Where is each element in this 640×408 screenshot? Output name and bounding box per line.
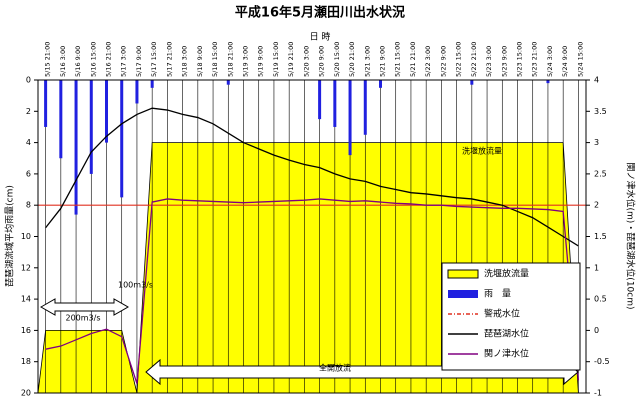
x-tick-label: 5/22 15:00 — [455, 42, 463, 77]
x-tick-label: 5/19 15:00 — [272, 42, 280, 77]
y2-tick-label: -0.5 — [594, 357, 610, 366]
x-tick-label: 5/22 9:00 — [439, 46, 447, 77]
rain-bar — [333, 80, 337, 127]
y2-tick-label: 1 — [594, 263, 599, 272]
x-tick-label: 5/23 3:00 — [485, 46, 493, 77]
y2-tick-label: 2 — [594, 201, 599, 210]
x-axis-title: 日 時 — [310, 32, 331, 43]
arrow — [39, 298, 130, 316]
x-tick-label: 5/19 3:00 — [242, 46, 250, 77]
x-tick-label: 5/16 15:00 — [89, 42, 97, 77]
y2-tick-label: 2.5 — [594, 169, 607, 178]
x-tick-label: 5/21 9:00 — [379, 46, 387, 77]
x-tick-label: 5/18 3:00 — [181, 46, 189, 77]
x-tick-label: 5/16 21:00 — [105, 42, 113, 77]
rain-bar — [150, 80, 154, 88]
chart-title: 平成16年5月瀬田川出水状況 — [235, 5, 405, 21]
x-tick-label: 5/20 9:00 — [318, 46, 326, 77]
rain-bar — [135, 80, 139, 104]
annotation: 100m3/s — [118, 281, 153, 290]
x-tick-label: 5/20 15:00 — [333, 42, 341, 77]
legend-label: 警戒水位 — [484, 308, 520, 320]
y2-tick-label: -1 — [594, 389, 602, 398]
legend-swatch — [448, 290, 478, 298]
y-tick-label: 4 — [26, 138, 31, 147]
rain-bar — [318, 80, 322, 120]
level-line — [45, 107, 579, 247]
x-tick-label: 5/22 21:00 — [470, 42, 478, 77]
rain-bar — [105, 80, 108, 143]
y-tick-label: 14 — [21, 295, 31, 304]
y-tick-label: 18 — [21, 357, 31, 366]
x-tick-label: 5/15 21:00 — [44, 42, 52, 77]
rain-bar — [348, 80, 352, 156]
x-tick-label: 5/16 3:00 — [59, 46, 67, 77]
y2-axis-title: 関ノ津水位(m)・琵琶湖水位(10cm) — [625, 163, 637, 310]
x-tick-label: 5/21 15:00 — [394, 42, 402, 77]
level-line — [45, 198, 580, 384]
rain-bar — [74, 80, 78, 215]
y2-tick-label: 0 — [594, 326, 599, 335]
y2-tick-label: 3 — [594, 138, 599, 147]
x-tick-label: 5/24 15:00 — [576, 42, 584, 77]
annotation: 洗堰放流量 — [462, 146, 502, 156]
x-tick-label: 5/18 15:00 — [211, 42, 219, 77]
x-tick-label: 5/23 21:00 — [531, 42, 539, 77]
x-tick-label: 5/18 9:00 — [196, 46, 204, 77]
x-tick-label: 5/17 15:00 — [150, 42, 158, 77]
x-tick-label: 5/17 3:00 — [120, 46, 128, 77]
legend-swatch — [447, 269, 479, 279]
legend-label: 雨 量 — [484, 289, 511, 300]
y2-tick-label: 4 — [594, 76, 599, 85]
y-tick-label: 8 — [26, 201, 31, 210]
y-tick-label: 20 — [21, 389, 31, 398]
x-tick-label: 5/23 9:00 — [500, 46, 508, 77]
legend-box — [441, 262, 581, 371]
rain-bar — [59, 80, 63, 159]
y2-tick-label: 3.5 — [594, 107, 607, 116]
rain-bar — [379, 80, 382, 88]
x-tick-label: 5/18 21:00 — [226, 42, 234, 77]
x-tick-label: 5/22 3:00 — [424, 46, 432, 77]
rain-bar — [226, 80, 230, 85]
y-axis-title: 琵琶湖流域平均雨量(cm) — [4, 185, 16, 287]
rain-bar — [89, 80, 93, 174]
x-tick-label: 5/23 15:00 — [516, 42, 524, 77]
y-tick-label: 2 — [26, 107, 31, 116]
x-tick-label: 5/17 9:00 — [135, 46, 143, 77]
plot-frame — [37, 79, 587, 394]
annotation: 全開放流 — [319, 363, 351, 373]
rain-bar — [120, 80, 124, 198]
y-tick-label: 16 — [21, 326, 31, 335]
x-tick-label: 5/20 21:00 — [348, 42, 356, 77]
y2-tick-label: 0.5 — [594, 295, 607, 304]
y-tick-label: 10 — [21, 232, 31, 241]
x-tick-label: 5/24 3:00 — [546, 46, 554, 77]
legend-label: 洗堰放流量 — [484, 268, 529, 280]
rain-bar — [363, 80, 367, 135]
x-tick-label: 5/17 21:00 — [165, 42, 173, 77]
x-tick-label: 5/21 21:00 — [409, 42, 417, 77]
rain-bar — [470, 80, 474, 85]
x-tick-label: 5/24 9:00 — [561, 46, 569, 77]
legend-label: 関ノ津水位 — [484, 348, 529, 360]
y-tick-label: 0 — [26, 76, 31, 85]
x-tick-label: 5/21 3:00 — [363, 46, 371, 77]
x-tick-label: 5/19 21:00 — [287, 42, 295, 77]
y-tick-label: 6 — [26, 169, 31, 178]
rain-bar — [44, 80, 48, 127]
x-tick-label: 5/16 9:00 — [74, 46, 82, 77]
y-tick-label: 12 — [21, 263, 31, 272]
legend-label: 琵琶湖水位 — [484, 328, 529, 340]
x-tick-label: 5/19 9:00 — [257, 46, 265, 77]
rain-bar — [546, 80, 550, 84]
y2-tick-label: 1.5 — [594, 232, 607, 241]
annotation: 200m3/s — [65, 314, 100, 323]
x-tick-label: 5/20 3:00 — [302, 46, 310, 77]
